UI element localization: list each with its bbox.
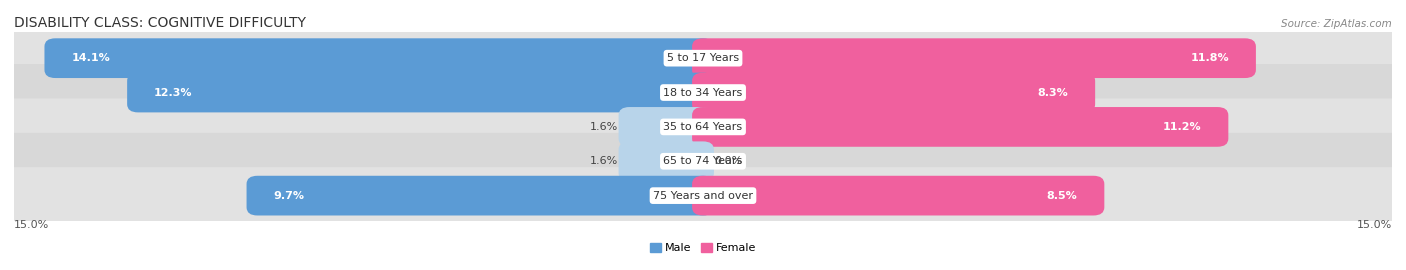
Text: 15.0%: 15.0% <box>14 220 49 230</box>
Text: DISABILITY CLASS: COGNITIVE DIFFICULTY: DISABILITY CLASS: COGNITIVE DIFFICULTY <box>14 16 307 30</box>
Text: 9.7%: 9.7% <box>274 191 305 201</box>
FancyBboxPatch shape <box>692 107 1229 147</box>
FancyBboxPatch shape <box>0 133 1406 190</box>
Text: 1.6%: 1.6% <box>589 122 619 132</box>
FancyBboxPatch shape <box>0 64 1406 121</box>
FancyBboxPatch shape <box>0 30 1406 87</box>
FancyBboxPatch shape <box>619 107 714 147</box>
Text: 0.0%: 0.0% <box>714 156 742 166</box>
Text: 18 to 34 Years: 18 to 34 Years <box>664 87 742 97</box>
Legend: Male, Female: Male, Female <box>645 238 761 257</box>
Text: Source: ZipAtlas.com: Source: ZipAtlas.com <box>1281 19 1392 29</box>
Text: 35 to 64 Years: 35 to 64 Years <box>664 122 742 132</box>
Text: 11.2%: 11.2% <box>1163 122 1201 132</box>
Text: 1.6%: 1.6% <box>589 156 619 166</box>
FancyBboxPatch shape <box>0 167 1406 224</box>
Text: 12.3%: 12.3% <box>155 87 193 97</box>
Text: 8.3%: 8.3% <box>1038 87 1069 97</box>
FancyBboxPatch shape <box>246 176 714 215</box>
FancyBboxPatch shape <box>619 141 714 181</box>
FancyBboxPatch shape <box>692 73 1095 112</box>
FancyBboxPatch shape <box>692 38 1256 78</box>
Text: 5 to 17 Years: 5 to 17 Years <box>666 53 740 63</box>
Text: 15.0%: 15.0% <box>1357 220 1392 230</box>
Text: 14.1%: 14.1% <box>72 53 110 63</box>
FancyBboxPatch shape <box>692 176 1104 215</box>
Text: 75 Years and over: 75 Years and over <box>652 191 754 201</box>
Text: 8.5%: 8.5% <box>1046 191 1077 201</box>
FancyBboxPatch shape <box>0 99 1406 155</box>
FancyBboxPatch shape <box>127 73 714 112</box>
Text: 11.8%: 11.8% <box>1191 53 1229 63</box>
FancyBboxPatch shape <box>45 38 714 78</box>
Text: 65 to 74 Years: 65 to 74 Years <box>664 156 742 166</box>
